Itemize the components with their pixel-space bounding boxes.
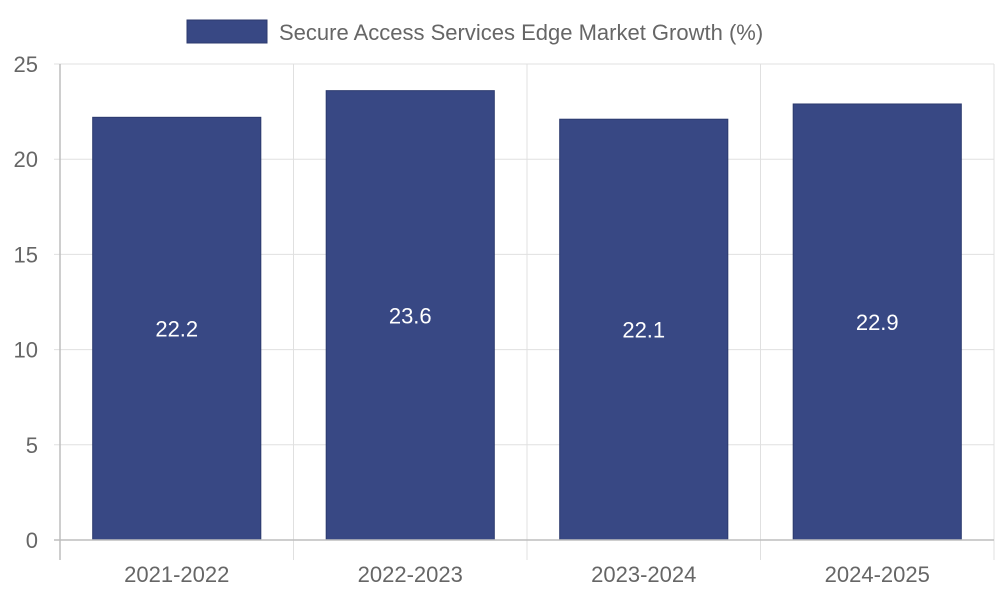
axes [54, 64, 994, 560]
data-label: 22.1 [622, 318, 665, 343]
x-tick-label: 2021-2022 [124, 562, 229, 587]
legend: Secure Access Services Edge Market Growt… [186, 19, 763, 45]
y-tick-label: 15 [14, 242, 38, 267]
x-tick-label: 2023-2024 [591, 562, 696, 587]
y-tick-label: 5 [26, 433, 38, 458]
data-label: 23.6 [389, 303, 432, 328]
data-label: 22.9 [856, 310, 899, 335]
y-tick-label: 10 [14, 338, 38, 363]
x-tick-label: 2022-2023 [358, 562, 463, 587]
legend-swatch [186, 19, 268, 44]
bar [792, 103, 962, 541]
y-tick-label: 25 [14, 52, 38, 77]
y-tick-label: 0 [26, 528, 38, 553]
bar [325, 90, 495, 541]
bar [92, 116, 262, 541]
x-tick-label: 2024-2025 [825, 562, 930, 587]
labels: 0 5 10 15 20 25 22.2 2021-2022 23.6 2022-2023 22.1… [14, 52, 930, 587]
data-label: 22.2 [155, 317, 198, 342]
legend-label: Secure Access Services Edge Market Growt… [279, 20, 763, 45]
y-tick-label: 20 [14, 147, 38, 172]
